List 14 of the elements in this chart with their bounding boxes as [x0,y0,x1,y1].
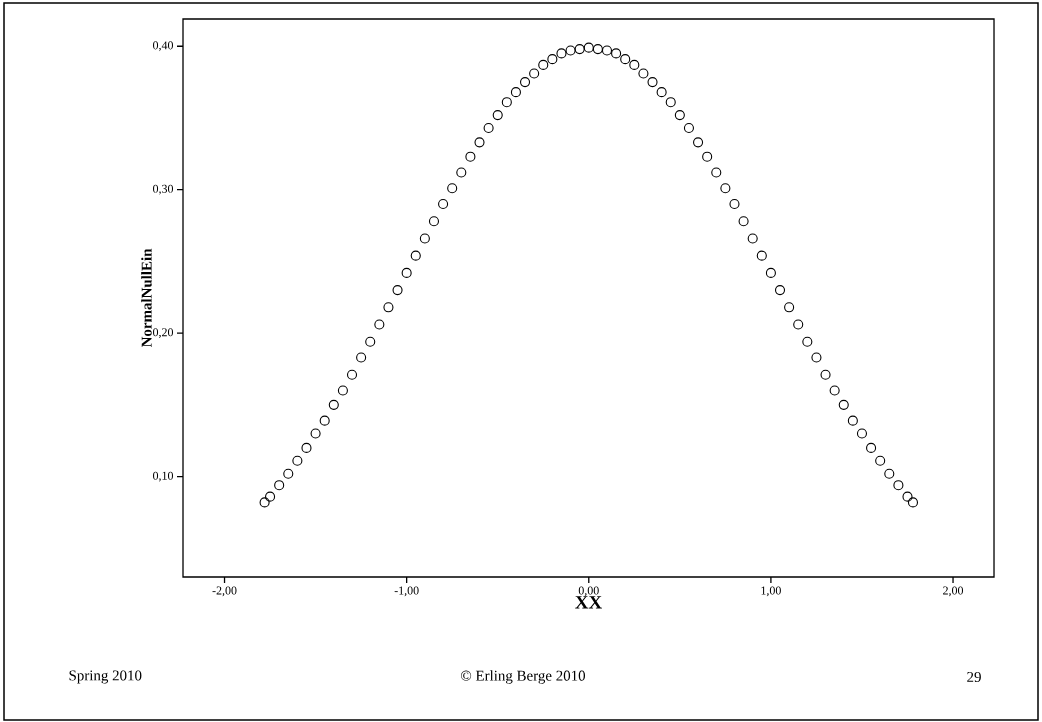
text: Spring 2010 [69,670,142,684]
text: © Erling Berge 2010 [461,670,586,684]
y-tick-label: 0,40 [153,41,174,52]
x-axis-title: XX [575,596,602,609]
y-axis-title: NormalNullEin [141,248,152,348]
y-tick-label: 0,10 [153,471,174,482]
x-tick-label: -2,00 [212,586,237,597]
x-tick-label: 2,00 [943,586,964,597]
y-tick-label: 0,20 [153,328,174,339]
x-tick-label: -1,00 [394,586,419,597]
y-tick-label: 0,30 [153,184,174,195]
x-tick-label: 1,00 [761,586,781,597]
x-tick-label: 0,00 [578,586,599,597]
text: 29 [967,671,981,682]
